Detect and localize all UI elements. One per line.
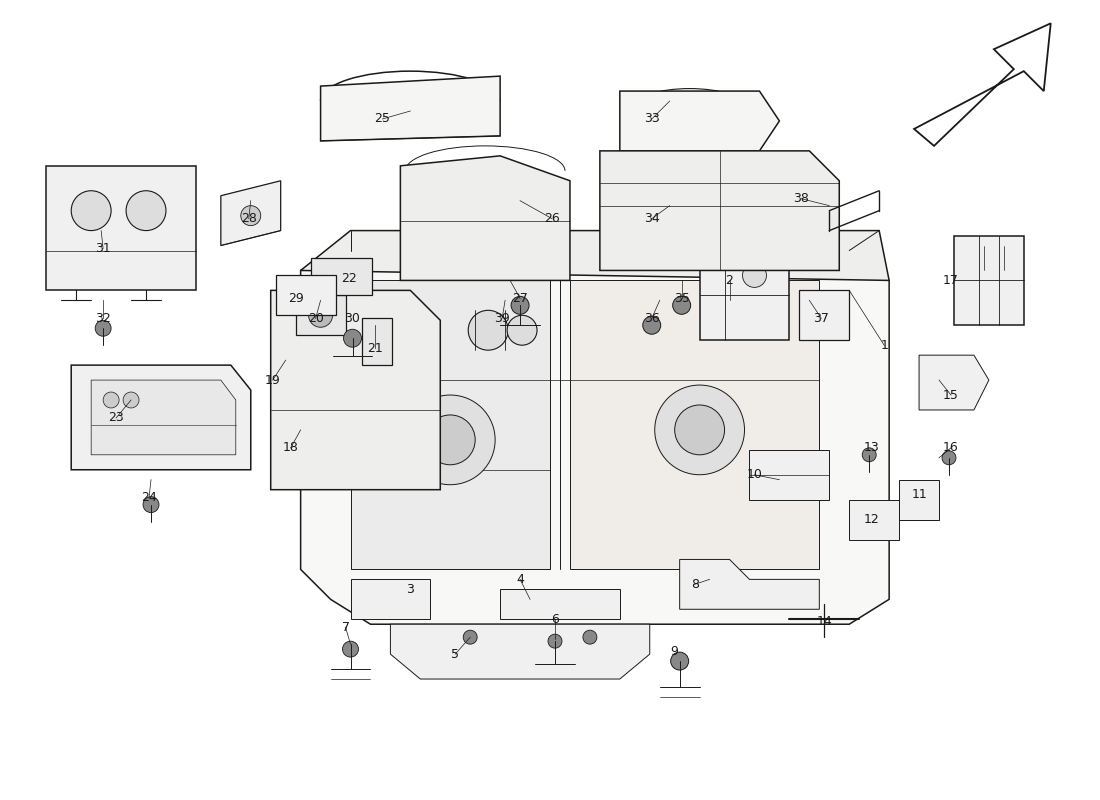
Circle shape	[673, 296, 691, 314]
Polygon shape	[300, 230, 889, 281]
Text: 23: 23	[108, 411, 124, 425]
Circle shape	[426, 415, 475, 465]
Text: 29: 29	[288, 292, 304, 305]
Polygon shape	[749, 450, 829, 500]
Polygon shape	[600, 151, 839, 270]
Text: 30: 30	[344, 312, 361, 325]
Circle shape	[942, 451, 956, 465]
Text: 22: 22	[341, 272, 356, 285]
Polygon shape	[500, 590, 619, 619]
Polygon shape	[300, 250, 889, 624]
Circle shape	[463, 630, 477, 644]
Circle shape	[469, 310, 508, 350]
Polygon shape	[680, 559, 820, 610]
Circle shape	[642, 316, 661, 334]
Text: 27: 27	[513, 292, 528, 305]
Text: 32: 32	[96, 312, 111, 325]
Polygon shape	[276, 275, 336, 315]
Text: 3: 3	[406, 583, 415, 596]
Text: 18: 18	[283, 442, 298, 454]
Text: eurospares: eurospares	[316, 234, 784, 506]
Polygon shape	[221, 181, 280, 246]
Text: 19: 19	[265, 374, 280, 386]
Text: 1: 1	[880, 338, 888, 352]
Circle shape	[241, 206, 261, 226]
Text: 10: 10	[747, 468, 762, 482]
Polygon shape	[700, 250, 790, 340]
Circle shape	[671, 652, 689, 670]
Circle shape	[742, 263, 767, 287]
Text: 21: 21	[367, 342, 383, 354]
Circle shape	[862, 448, 877, 462]
Text: 17: 17	[943, 274, 959, 287]
Circle shape	[654, 385, 745, 474]
Polygon shape	[800, 290, 849, 340]
Text: 31: 31	[96, 242, 111, 255]
Circle shape	[583, 630, 597, 644]
Text: 16: 16	[943, 442, 959, 454]
Polygon shape	[914, 23, 1050, 146]
Polygon shape	[296, 295, 345, 335]
Text: 11: 11	[911, 488, 927, 501]
Text: 28: 28	[241, 212, 256, 225]
Text: 7: 7	[341, 621, 350, 634]
Text: a passion since 1985: a passion since 1985	[327, 438, 634, 601]
Polygon shape	[72, 365, 251, 470]
Circle shape	[103, 392, 119, 408]
Polygon shape	[570, 281, 820, 570]
Circle shape	[126, 190, 166, 230]
Polygon shape	[390, 624, 650, 679]
Circle shape	[512, 296, 529, 314]
Circle shape	[72, 190, 111, 230]
Polygon shape	[899, 480, 939, 519]
Polygon shape	[954, 235, 1024, 326]
Text: 6: 6	[551, 613, 559, 626]
Text: 9: 9	[671, 645, 679, 658]
Text: 38: 38	[793, 192, 810, 206]
Circle shape	[343, 330, 362, 347]
Circle shape	[674, 405, 725, 455]
Text: 26: 26	[544, 212, 560, 225]
Text: 24: 24	[141, 491, 157, 504]
Polygon shape	[351, 281, 550, 570]
Polygon shape	[363, 318, 393, 365]
Text: 8: 8	[691, 578, 698, 591]
Text: 33: 33	[644, 113, 660, 126]
Text: 13: 13	[864, 442, 879, 454]
Text: 2: 2	[726, 274, 734, 287]
Circle shape	[507, 315, 537, 345]
Polygon shape	[310, 258, 373, 295]
Text: 34: 34	[644, 212, 660, 225]
Text: 5: 5	[451, 648, 459, 661]
Polygon shape	[351, 579, 430, 619]
Text: 35: 35	[673, 292, 690, 305]
Polygon shape	[619, 91, 780, 151]
Circle shape	[342, 641, 359, 657]
Text: 25: 25	[374, 113, 390, 126]
Polygon shape	[271, 290, 440, 490]
Circle shape	[96, 320, 111, 336]
Text: 14: 14	[816, 614, 833, 628]
Polygon shape	[46, 166, 196, 290]
Polygon shape	[91, 380, 235, 455]
Polygon shape	[320, 76, 500, 141]
Polygon shape	[849, 500, 899, 539]
Text: 36: 36	[644, 312, 660, 325]
Circle shape	[309, 303, 332, 327]
Circle shape	[143, 497, 160, 513]
Text: 39: 39	[494, 312, 510, 325]
Circle shape	[123, 392, 139, 408]
Text: 15: 15	[943, 389, 959, 402]
Polygon shape	[920, 355, 989, 410]
Circle shape	[548, 634, 562, 648]
Text: 37: 37	[813, 312, 829, 325]
Polygon shape	[400, 156, 570, 281]
Text: 20: 20	[308, 312, 323, 325]
Text: 4: 4	[516, 573, 524, 586]
Circle shape	[406, 395, 495, 485]
Text: 12: 12	[864, 513, 879, 526]
